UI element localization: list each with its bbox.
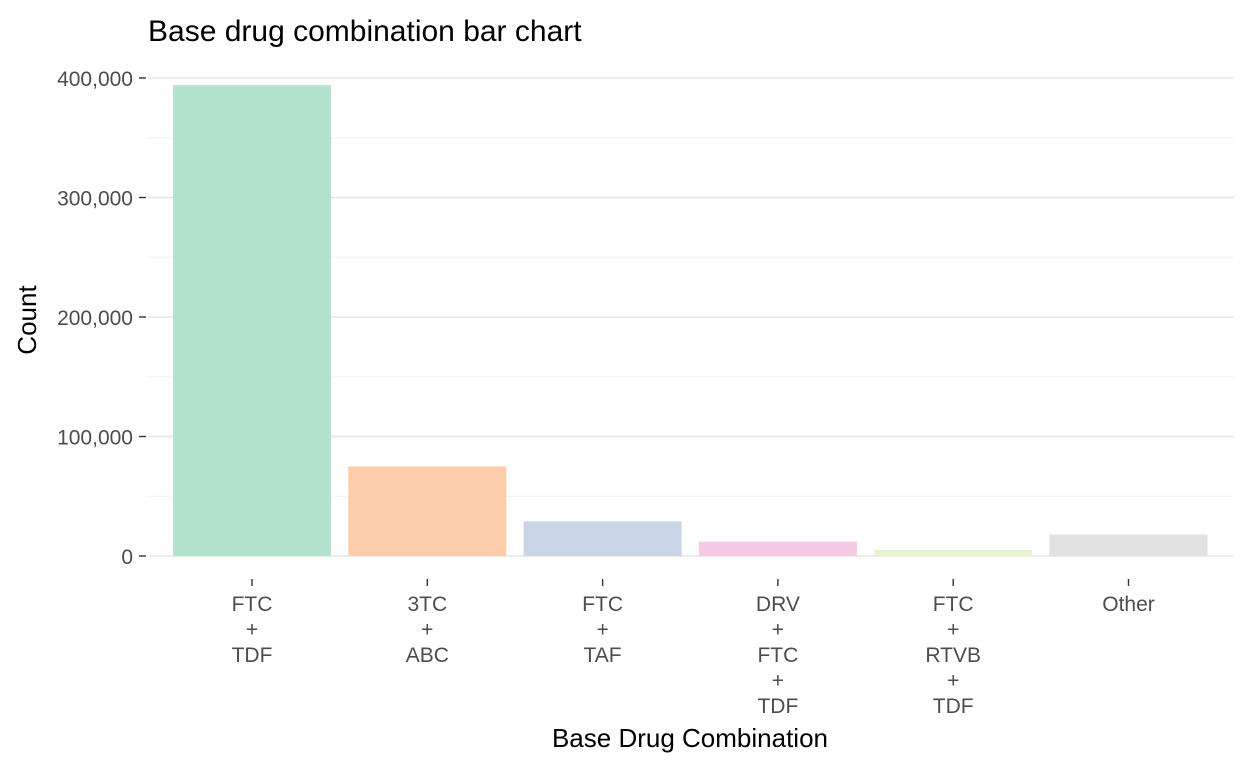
x-tick-label: Other: [1102, 593, 1155, 616]
x-tick-label: FTC + TAF: [582, 593, 623, 667]
chart-title: Base drug combination bar chart: [148, 15, 582, 48]
y-axis-label: Count: [12, 285, 42, 355]
bar: [874, 550, 1033, 556]
x-tick-label: FTC + TDF: [232, 593, 273, 667]
bar: [698, 541, 857, 556]
y-tick-label: 400,000: [57, 68, 133, 91]
bar: [173, 85, 331, 557]
bars: [173, 85, 1208, 557]
x-tick-label: FTC + RTVB + TDF: [925, 593, 981, 718]
y-axis: 0 100,000 200,000 300,000 400,000: [57, 68, 146, 569]
y-tick-label: 0: [121, 546, 133, 569]
bar: [1049, 534, 1208, 556]
bar: [348, 466, 507, 556]
x-tick-label: DRV + FTC + TDF: [756, 593, 800, 718]
bar: [523, 521, 682, 556]
y-tick-label: 100,000: [57, 427, 133, 450]
y-tick-label: 200,000: [57, 307, 133, 330]
y-tick-label: 300,000: [57, 188, 133, 211]
x-axis-label: Base Drug Combination: [552, 723, 828, 753]
x-tick-label: 3TC + ABC: [406, 593, 449, 667]
x-axis: FTC + TDF 3TC + ABC FTC + TAF DRV + FTC + TDF FTC + RTVB…: [232, 579, 1155, 718]
